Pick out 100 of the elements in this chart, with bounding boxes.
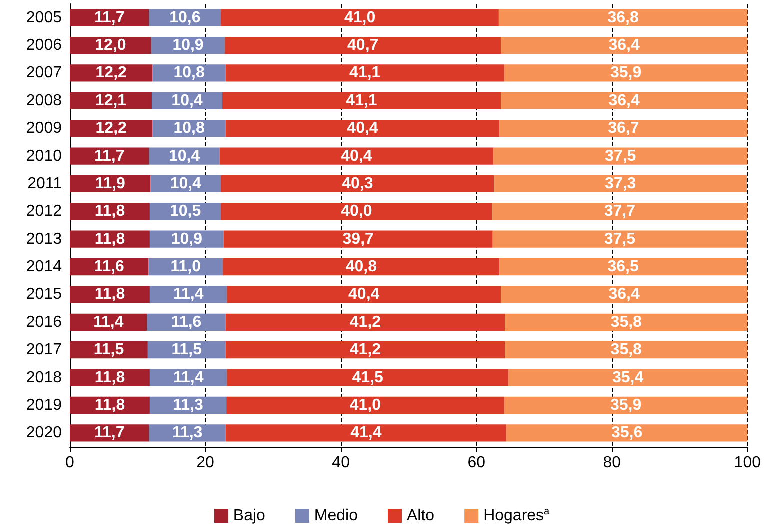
data-label: 40,8 (346, 258, 378, 276)
data-label: 39,7 (342, 230, 374, 248)
data-label: 35,4 (612, 369, 644, 386)
legend-label: Bajo (233, 508, 266, 524)
y-tick-label: 2015 (26, 286, 62, 304)
bar (226, 314, 506, 331)
data-label: 11,7 (94, 424, 125, 442)
bar (221, 9, 499, 26)
x-tick-label: 60 (468, 454, 486, 472)
y-tick-label: 2009 (26, 120, 62, 138)
data-label: 11,8 (94, 230, 126, 248)
bar (505, 342, 748, 359)
data-label: 11,8 (94, 396, 126, 414)
data-label: 37,5 (605, 148, 636, 165)
bar (506, 424, 748, 442)
bar (221, 175, 494, 193)
data-label: 40,4 (347, 120, 378, 138)
x-tick-label: 100 (734, 454, 762, 472)
data-label: 10,4 (172, 92, 203, 110)
y-tick-label: 2017 (26, 342, 62, 359)
y-tick-label: 2018 (26, 369, 62, 386)
bar (498, 9, 748, 26)
data-label: 12,2 (96, 64, 128, 82)
data-label: 11,8 (94, 286, 126, 304)
bar (504, 396, 748, 414)
x-tick-label: 0 (66, 454, 75, 472)
bar (226, 64, 504, 82)
data-label: 11,6 (171, 314, 202, 331)
data-label: 10,5 (170, 203, 202, 220)
bar (500, 92, 748, 110)
data-label: 11,7 (94, 9, 125, 26)
data-label: 36,7 (608, 120, 640, 138)
bar (226, 120, 500, 138)
bar (500, 120, 748, 138)
data-label: 10,9 (172, 37, 204, 54)
data-label: 11,8 (94, 369, 126, 386)
bar (226, 424, 506, 442)
data-label: 35,6 (611, 424, 643, 442)
data-label: 12,2 (96, 120, 128, 138)
data-label: 41,1 (346, 92, 378, 110)
data-label: 10,6 (170, 9, 201, 26)
bar (500, 258, 747, 276)
data-label: 10,4 (170, 175, 202, 192)
data-label: 35,8 (610, 314, 642, 331)
data-label: 11,6 (94, 258, 125, 276)
data-label: 40,0 (341, 203, 372, 220)
data-label: 10,8 (174, 120, 205, 138)
data-label: 41,0 (344, 9, 376, 26)
bar (494, 175, 747, 193)
y-tick-label: 2020 (26, 424, 62, 442)
bar (226, 396, 504, 414)
bar (500, 286, 748, 304)
data-label: 37,3 (605, 175, 636, 192)
data-label: 40,4 (341, 148, 372, 165)
bar (150, 369, 228, 386)
data-label: 37,5 (604, 230, 636, 248)
data-label: 11,9 (95, 175, 126, 192)
data-label: 11,4 (93, 314, 124, 331)
legend-label: Medio (314, 508, 358, 524)
data-label: 11,3 (173, 396, 204, 414)
y-tick-label: 2010 (26, 148, 62, 165)
bar (504, 64, 748, 82)
data-label: 11,8 (94, 203, 126, 220)
data-label: 40,4 (348, 286, 380, 304)
data-label: 11,4 (173, 369, 204, 386)
data-label: 41,0 (350, 396, 382, 414)
data-label: 35,8 (610, 342, 642, 359)
data-label: 41,5 (352, 369, 384, 386)
bar (227, 369, 508, 386)
y-tick-label: 2008 (26, 92, 62, 110)
bar (224, 230, 493, 248)
bar (492, 230, 747, 248)
y-tick-label: 2006 (26, 37, 62, 54)
y-tick-label: 2011 (28, 175, 62, 192)
data-label: 36,8 (608, 9, 639, 26)
y-tick-label: 2016 (26, 314, 62, 331)
data-label: 36,4 (608, 286, 640, 304)
y-tick-label: 2005 (26, 9, 62, 26)
data-label: 36,4 (608, 92, 640, 110)
data-label: 35,9 (610, 64, 642, 82)
data-label: 10,8 (174, 64, 205, 82)
y-tick-label: 2013 (26, 230, 62, 248)
data-label: 11,0 (170, 258, 202, 276)
bar (492, 203, 748, 220)
y-tick-label: 2012 (26, 203, 62, 220)
bar (220, 148, 494, 165)
bar (223, 258, 500, 276)
data-label: 10,4 (168, 148, 200, 165)
bar (150, 286, 228, 304)
bar (508, 369, 748, 386)
data-label: 11,7 (94, 148, 125, 165)
data-label: 36,4 (608, 37, 640, 54)
data-label: 11,3 (172, 424, 203, 442)
bar (505, 314, 748, 331)
y-tick-label: 2007 (26, 64, 62, 82)
data-label: 41,2 (350, 342, 382, 359)
bar (226, 342, 506, 359)
data-label: 40,3 (342, 175, 374, 192)
bar (500, 36, 748, 54)
data-label: 11,4 (173, 286, 204, 304)
